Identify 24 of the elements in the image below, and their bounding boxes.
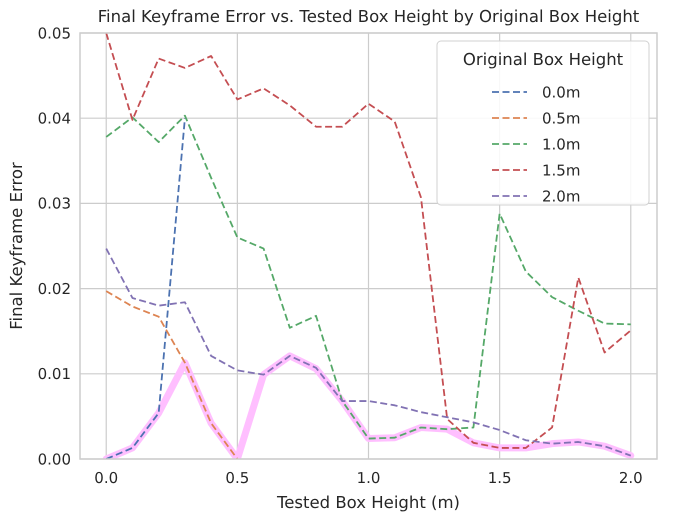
x-tick-label: 1.5 [488,469,512,487]
chart-title: Final Keyframe Error vs. Tested Box Height by Original Box Height [98,7,640,26]
legend-label: 0.0m [542,83,580,102]
y-axis-title: Final Keyframe Error [7,162,26,330]
line-series [105,290,238,459]
x-axis-title: Tested Box Height (m) [276,493,460,512]
legend-title: Original Box Height [462,50,624,69]
y-tick-label: 0.01 [38,365,71,384]
line-series [105,117,186,459]
legend-label: 2.0m [542,187,580,206]
legend-label: 1.0m [542,135,580,154]
line-series [105,248,632,456]
y-tick-label: 0.04 [38,109,71,128]
x-tick-label: 0.5 [225,469,250,487]
x-tick-label: 1.0 [356,469,380,487]
y-tick-label: 0.05 [38,24,71,42]
x-tick-label: 2.0 [618,469,643,487]
y-tick-label: 0.02 [38,280,71,298]
y-tick-label: 0.03 [38,194,71,213]
legend-label: 0.5m [542,109,580,128]
line-series [105,33,632,449]
x-tick-label: 0.0 [94,469,118,487]
y-tick-label: 0.00 [38,450,71,468]
legend-label: 1.5m [542,161,580,180]
